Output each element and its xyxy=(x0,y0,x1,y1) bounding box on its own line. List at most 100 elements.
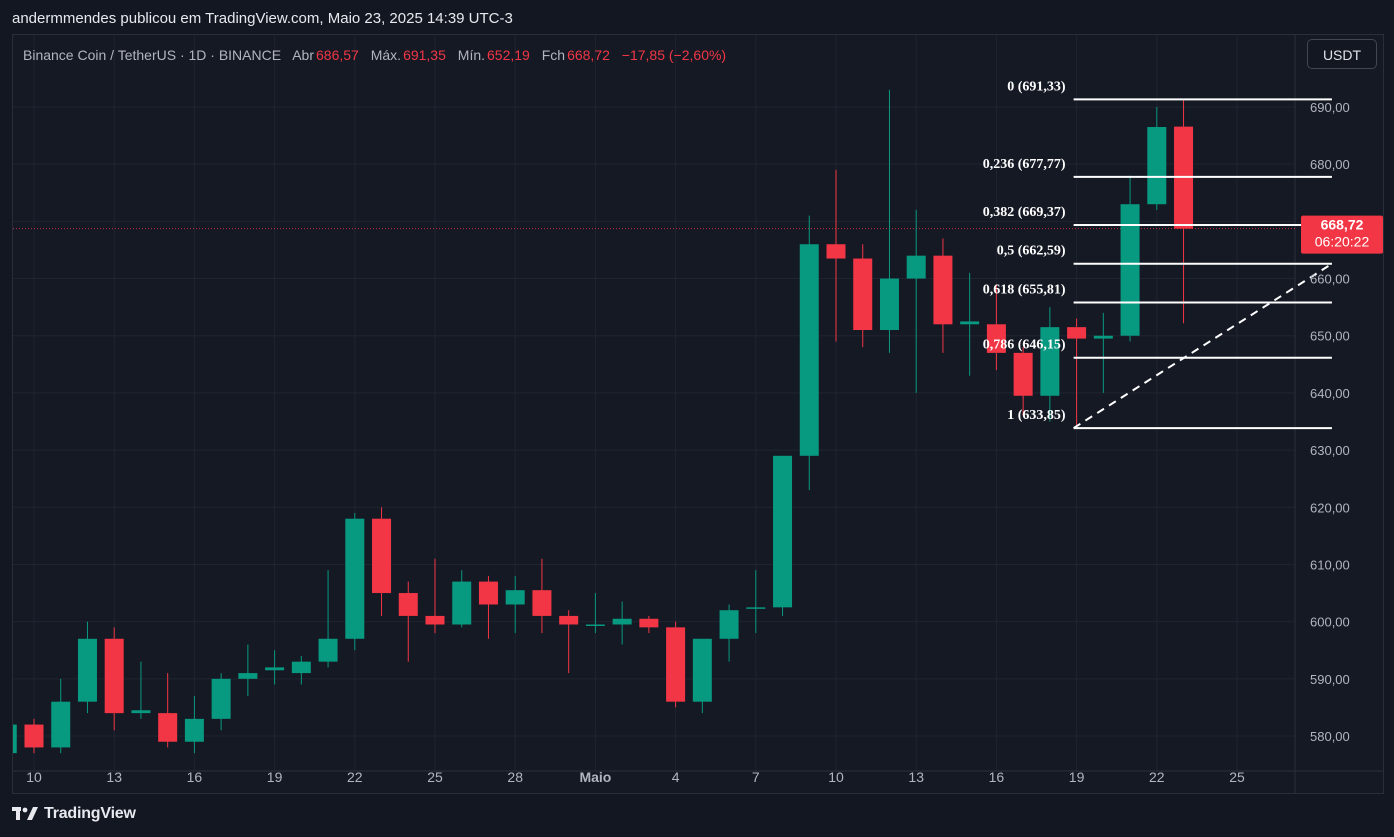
time-axis-label: 25 xyxy=(1229,769,1245,785)
high-value: 691,35 xyxy=(403,47,446,63)
close-label: Fch xyxy=(541,47,566,63)
open-value: 686,57 xyxy=(316,47,359,63)
candlestick-chart[interactable]: 0 (691,33) 0,236 (677,77) 0,382 (669,37) 0,… xyxy=(13,35,1383,793)
candle-body xyxy=(799,244,819,456)
candle-body xyxy=(773,455,793,608)
fib-level-label: 0,786 (646,15) xyxy=(983,338,1066,353)
time-axis-label: 10 xyxy=(828,769,844,785)
fib-level-label: 0,5 (662,59) xyxy=(997,244,1066,259)
candle-body xyxy=(1120,204,1140,336)
price-axis-label: 650,00 xyxy=(1310,329,1350,344)
candle-body xyxy=(746,607,766,609)
candle-body xyxy=(826,244,846,259)
candle-body xyxy=(318,638,338,662)
candle-body xyxy=(211,678,231,719)
candle-body xyxy=(1147,127,1167,205)
candle-body xyxy=(238,673,258,679)
chart-panel[interactable]: 0 (691,33) 0,236 (677,77) 0,382 (669,37) 0,… xyxy=(12,34,1384,794)
symbol-legend: Binance Coin / TetherUS · 1D · BINANCE A… xyxy=(23,47,728,63)
candle-body xyxy=(505,590,525,605)
candle-body xyxy=(478,581,498,605)
fib-level-label: 1 (633,85) xyxy=(1007,408,1066,423)
price-axis-label: 620,00 xyxy=(1310,500,1350,515)
candle-body xyxy=(532,590,552,616)
time-axis-label: 28 xyxy=(507,769,523,785)
price-axis-label: 590,00 xyxy=(1310,672,1350,687)
price-axis-label: 580,00 xyxy=(1310,729,1350,744)
currency-button[interactable]: USDT xyxy=(1307,39,1377,69)
fib-trend-line xyxy=(1073,262,1333,429)
price-axis-label: 600,00 xyxy=(1310,615,1350,630)
candle-body xyxy=(960,321,980,325)
current-price-tag xyxy=(1301,215,1383,254)
candle-body xyxy=(1013,352,1033,396)
price-axis-label: 610,00 xyxy=(1310,557,1350,572)
time-axis-label: 22 xyxy=(347,769,363,785)
time-axis-label: 22 xyxy=(1149,769,1165,785)
candle-body xyxy=(452,581,472,625)
candle-body xyxy=(291,661,311,674)
candle-body xyxy=(559,615,579,625)
candle-body xyxy=(372,518,392,594)
candle-body xyxy=(77,638,97,702)
candle-body xyxy=(184,718,204,742)
candle-body xyxy=(639,618,659,628)
candle-body xyxy=(104,638,124,714)
price-axis-label: 690,00 xyxy=(1310,100,1350,115)
candle-body xyxy=(666,627,686,702)
publication-caption: andermmendes publicou em TradingView.com… xyxy=(12,10,513,27)
candle-body xyxy=(13,724,17,754)
tradingview-brand: TradingView xyxy=(12,805,136,823)
fib-level-label: 0,236 (677,77) xyxy=(983,157,1066,172)
fib-level-label: 0 (691,33) xyxy=(1007,79,1066,94)
candle-body xyxy=(265,667,285,671)
low-label: Mín. xyxy=(457,47,486,63)
price-axis-label: 630,00 xyxy=(1310,443,1350,458)
candle-body xyxy=(398,593,418,616)
candle-body xyxy=(692,638,712,702)
current-price-value: 668,72 xyxy=(1321,217,1364,233)
candle-body xyxy=(1093,335,1113,339)
time-axis-label: 13 xyxy=(908,769,924,785)
candle-body xyxy=(612,618,632,625)
candle-countdown: 06:20:22 xyxy=(1315,234,1370,250)
symbol-label: Binance Coin / TetherUS · 1D · BINANCE xyxy=(23,47,282,63)
price-axis-label: 640,00 xyxy=(1310,386,1350,401)
candle-body xyxy=(933,255,953,325)
time-axis-label: 13 xyxy=(106,769,122,785)
time-axis-label: Maio xyxy=(579,769,611,785)
close-value: 668,72 xyxy=(567,47,610,63)
price-axis-label: 680,00 xyxy=(1310,157,1350,172)
candle-body xyxy=(585,624,605,626)
time-axis-label: 10 xyxy=(26,769,42,785)
candle-body xyxy=(51,701,71,748)
candle-body xyxy=(131,710,151,714)
time-axis-label: 19 xyxy=(1069,769,1085,785)
candle-body xyxy=(345,518,365,639)
candle-body xyxy=(425,615,445,625)
fib-level-label: 0,618 (655,81) xyxy=(983,283,1066,298)
brand-name: TradingView xyxy=(44,805,136,822)
change-value: −17,85 (−2,60%) xyxy=(621,47,727,63)
time-axis-label: 7 xyxy=(752,769,760,785)
tradingview-logo-icon xyxy=(12,807,38,820)
candle-body xyxy=(853,258,873,331)
price-axis-label: 660,00 xyxy=(1310,272,1350,287)
open-label: Abr xyxy=(292,47,314,63)
time-axis-label: 16 xyxy=(989,769,1005,785)
time-axis-label: 16 xyxy=(187,769,203,785)
candle-body xyxy=(24,724,44,748)
fib-level-label: 0,382 (669,37) xyxy=(983,205,1066,220)
candle-body xyxy=(719,610,739,639)
candle-body xyxy=(986,324,1006,353)
time-axis-label: 19 xyxy=(267,769,283,785)
candle-body xyxy=(879,278,899,331)
candle-body xyxy=(1040,327,1060,396)
high-label: Máx. xyxy=(370,47,402,63)
candle-body xyxy=(158,713,178,742)
candle-body xyxy=(1067,327,1087,339)
time-axis-label: 4 xyxy=(672,769,680,785)
candle-body xyxy=(906,255,926,279)
time-axis-label: 25 xyxy=(427,769,443,785)
